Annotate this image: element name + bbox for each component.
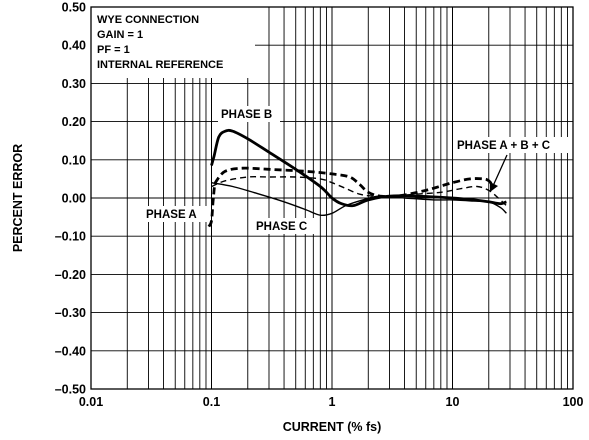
- y-tick-label: –0.40: [55, 344, 86, 358]
- y-tick-label: 0.50: [62, 1, 86, 15]
- data-series: [207, 128, 507, 228]
- phase-a-label: PHASE A: [146, 209, 197, 221]
- phase-c-label-bg: [253, 218, 319, 234]
- info-line-reference: INTERNAL REFERENCE: [97, 59, 223, 71]
- phase-abc-arrow-line: [492, 154, 508, 187]
- x-tick-label: 1: [329, 395, 336, 409]
- tick-labels: 0.50 0.40 0.30 0.20 0.10 0.00 –0.10 –0.20 –0.30 –…: [55, 1, 584, 410]
- y-tick-label: 0.40: [62, 39, 86, 53]
- x-tick-label: 0.01: [79, 395, 103, 409]
- x-axis-title: CURRENT (% fs): [283, 420, 382, 434]
- y-tick-label: –0.50: [55, 383, 86, 397]
- info-line-pf: PF = 1: [97, 44, 130, 56]
- y-tick-label: 0.00: [62, 192, 86, 206]
- x-tick-label: 10: [446, 395, 460, 409]
- series-line-phase-c: [211, 182, 507, 217]
- series-line-phase-a: [207, 166, 495, 228]
- phase-abc-arrowhead: [490, 182, 498, 192]
- y-tick-label: –0.30: [55, 306, 86, 320]
- info-box-background: [91, 7, 255, 78]
- phase-abc-label-bg: [454, 137, 572, 153]
- y-tick-label: –0.10: [55, 230, 86, 244]
- y-tick-label: 0.10: [62, 153, 86, 167]
- phase-a-label-bg: [143, 206, 207, 222]
- y-tick-label: –0.20: [55, 268, 86, 282]
- y-tick-label: 0.20: [62, 115, 86, 129]
- phase-abc-label: PHASE A + B + C: [457, 140, 550, 152]
- x-tick-label: 0.1: [203, 395, 220, 409]
- info-box: WYE CONNECTION GAIN = 1 PF = 1 INTERNAL …: [97, 14, 223, 71]
- series-line-phase-a-b-c: [211, 176, 507, 207]
- info-line-connection: WYE CONNECTION: [97, 14, 199, 26]
- phase-b-label-bg: [218, 106, 280, 122]
- y-tick-label: 0.30: [62, 77, 86, 91]
- phase-b-label: PHASE B: [221, 109, 272, 121]
- plot-frame: [90, 6, 574, 390]
- y-axis-title: PERCENT ERROR: [11, 144, 25, 252]
- series-line-phase-b: [210, 128, 507, 208]
- phase-c-label: PHASE C: [256, 221, 307, 233]
- info-line-gain: GAIN = 1: [97, 29, 143, 41]
- x-tick-label: 100: [563, 395, 584, 409]
